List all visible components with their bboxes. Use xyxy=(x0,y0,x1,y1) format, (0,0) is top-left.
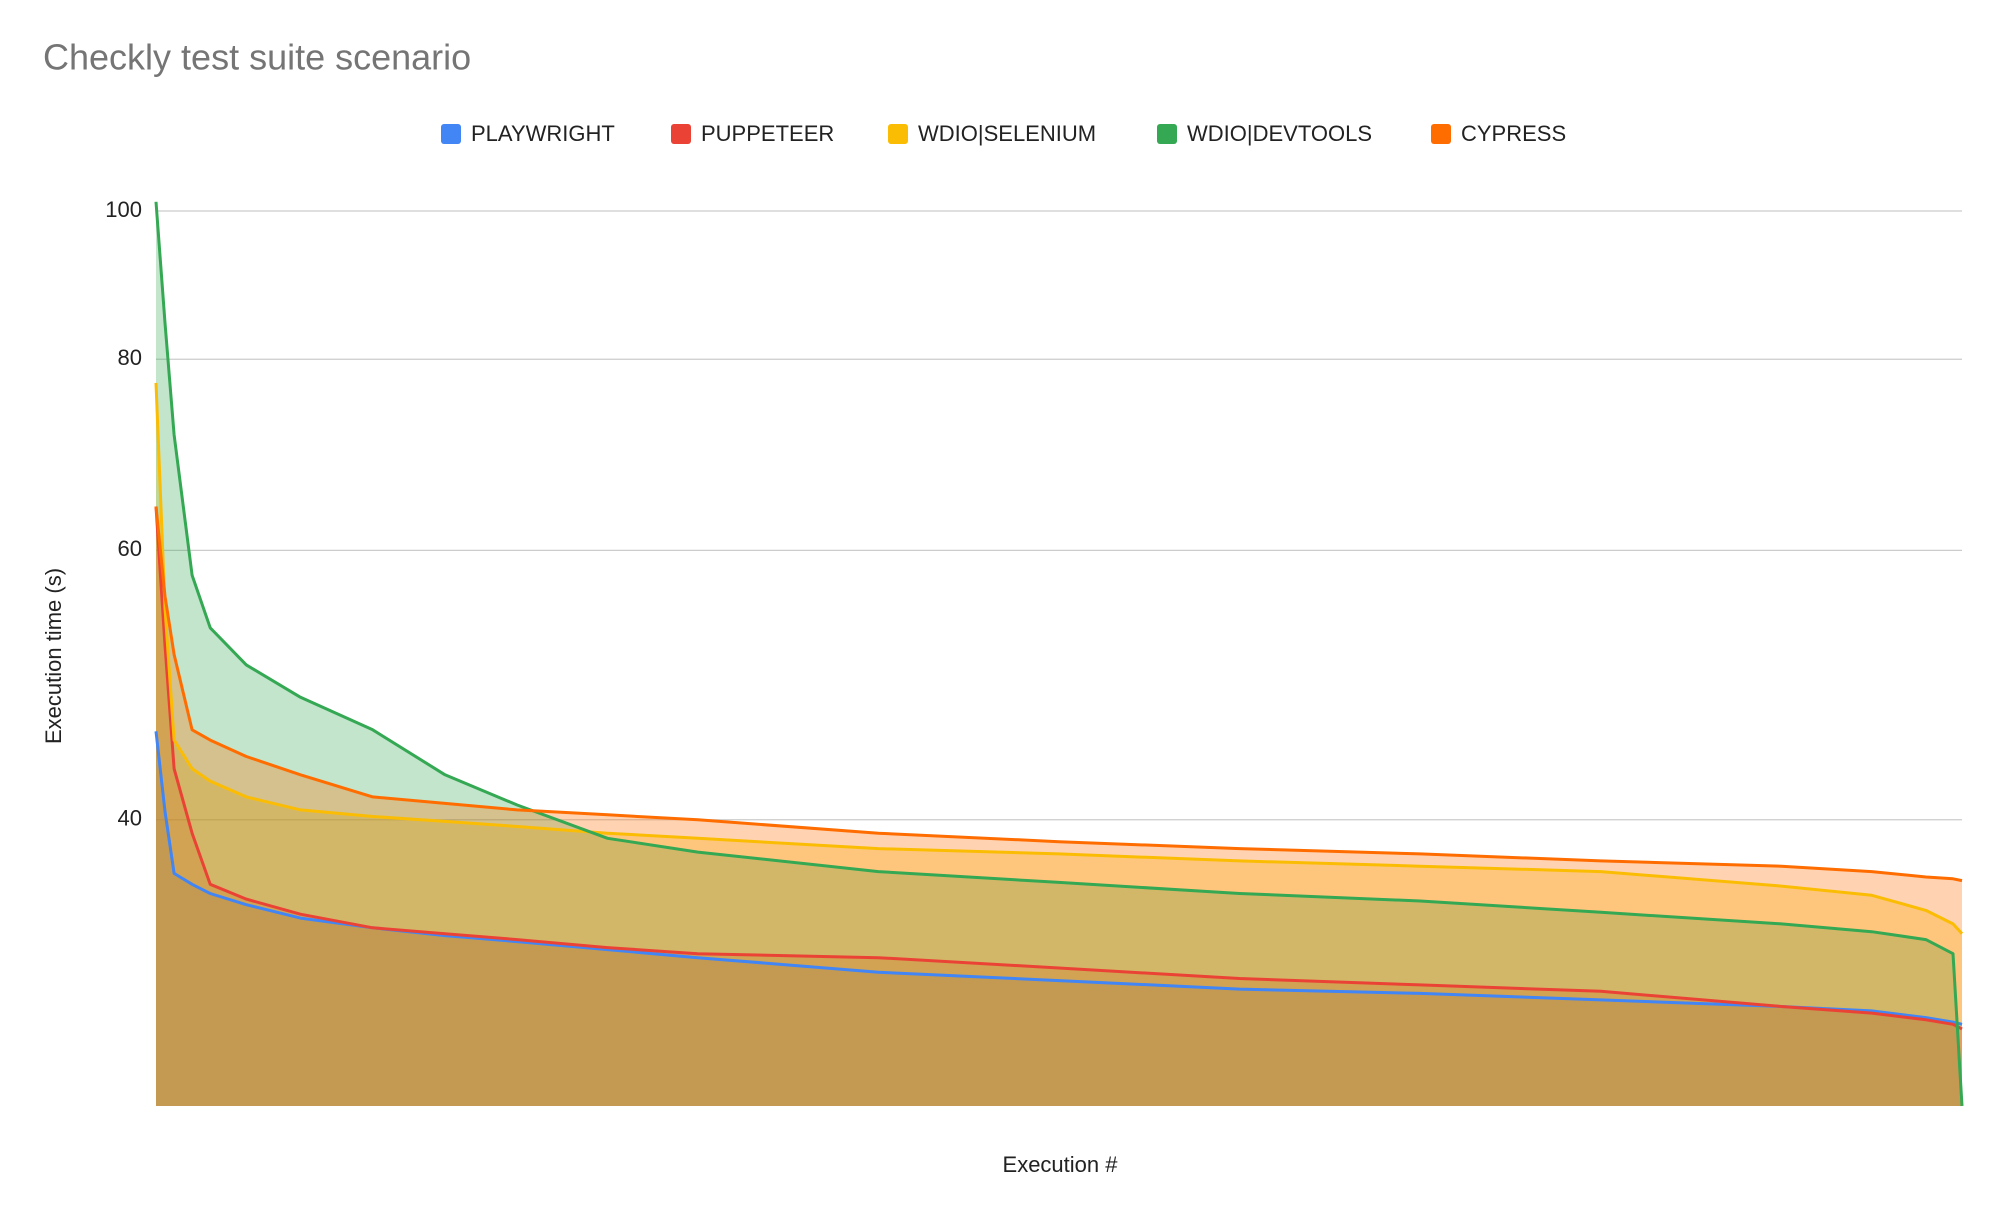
y-tick-label: 100 xyxy=(105,197,142,222)
line xyxy=(154,506,1963,1031)
legend-label: WDIO|DEVTOOLS xyxy=(1187,121,1372,146)
y-tick-label: 80 xyxy=(118,345,142,370)
chart-title: Checkly test suite scenario xyxy=(43,37,471,78)
area xyxy=(156,506,1962,1106)
legend-swatch xyxy=(1157,124,1177,144)
y-axis-label: Execution time (s) xyxy=(41,568,66,744)
line xyxy=(154,382,1964,935)
x-axis-label: Execution # xyxy=(1003,1152,1119,1177)
legend-label: PLAYWRIGHT xyxy=(471,121,615,146)
area xyxy=(156,506,1962,1106)
y-tick-label: 60 xyxy=(118,536,142,561)
legend-swatch xyxy=(671,124,691,144)
line xyxy=(154,506,1963,883)
legend-label: CYPRESS xyxy=(1461,121,1566,146)
area xyxy=(156,382,1962,1106)
legend-swatch xyxy=(441,124,461,144)
legend-swatch xyxy=(888,124,908,144)
y-tick-label: 40 xyxy=(118,806,142,831)
area xyxy=(156,731,1962,1106)
area xyxy=(156,201,1962,1107)
legend-label: WDIO|SELENIUM xyxy=(918,121,1096,146)
legend-label: PUPPETEER xyxy=(701,121,834,146)
line xyxy=(154,201,1964,1107)
legend-swatch xyxy=(1431,124,1451,144)
